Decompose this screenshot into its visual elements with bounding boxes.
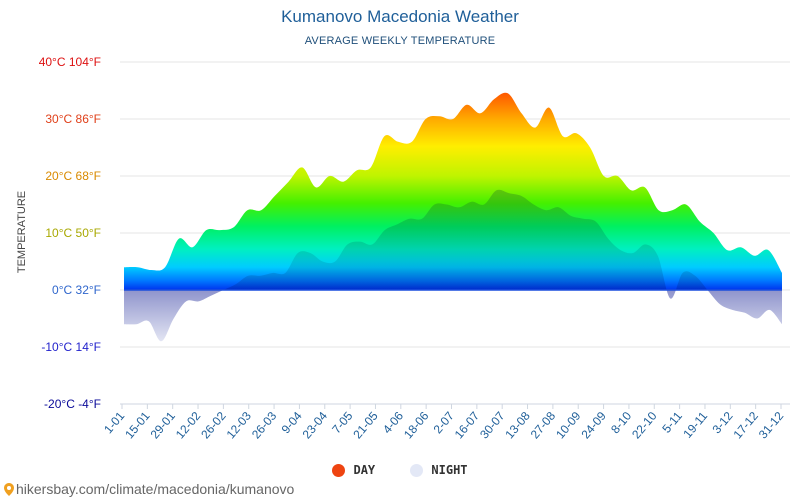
y-tick-label: 0°C 32°F bbox=[52, 283, 101, 297]
x-tick-label: 30-07 bbox=[477, 409, 508, 442]
x-tick-label: 16-07 bbox=[452, 409, 483, 442]
y-tick-label: 30°C 86°F bbox=[45, 112, 101, 126]
x-tick-label: 31-12 bbox=[756, 409, 787, 442]
y-axis-label: TEMPERATURE bbox=[16, 191, 28, 273]
x-tick-label: 17-12 bbox=[730, 409, 761, 442]
series-day-area bbox=[124, 92, 782, 290]
x-tick-label: 27-08 bbox=[528, 409, 559, 442]
x-tick-label: 15-01 bbox=[122, 409, 153, 442]
grid-lines bbox=[120, 61, 790, 405]
y-axis-ticks: 40°C 104°F 30°C 86°F 20°C 68°F 10°C 50°F 0°C… bbox=[39, 55, 101, 411]
legend-item-night[interactable]: NIGHT bbox=[410, 463, 468, 477]
plot-area bbox=[124, 92, 782, 342]
x-tick-label: 12-03 bbox=[224, 409, 255, 442]
x-tick-label: 21-05 bbox=[350, 409, 381, 442]
legend-item-day[interactable]: DAY bbox=[332, 463, 375, 477]
chart-title: Kumanovo Macedonia Weather bbox=[281, 7, 519, 26]
y-tick-label: 20°C 68°F bbox=[45, 169, 101, 183]
x-tick-label: 22-10 bbox=[629, 409, 660, 442]
x-tick-label: 18-06 bbox=[401, 409, 432, 442]
x-tick-label: 26-03 bbox=[249, 409, 280, 442]
y-tick-label: 10°C 50°F bbox=[45, 226, 101, 240]
legend-dot-day bbox=[332, 463, 346, 477]
source-url: hikersbay.com/climate/macedonia/kumanovo bbox=[16, 481, 295, 497]
legend: DAY NIGHT bbox=[0, 463, 800, 480]
map-pin-icon bbox=[4, 482, 14, 496]
chart-subtitle: AVERAGE WEEKLY TEMPERATURE bbox=[304, 35, 496, 47]
legend-label-night: NIGHT bbox=[431, 463, 468, 477]
y-tick-label: 40°C 104°F bbox=[39, 55, 101, 69]
series-night-area-below-zero bbox=[124, 290, 782, 342]
y-tick-label: -10°C 14°F bbox=[41, 340, 101, 354]
x-tick-label: 26-02 bbox=[198, 409, 229, 442]
x-tick-label: 10-09 bbox=[553, 409, 584, 442]
x-tick-label: 12-02 bbox=[173, 409, 204, 442]
x-tick-label: 13-08 bbox=[502, 409, 533, 442]
legend-label-day: DAY bbox=[353, 463, 376, 477]
x-tick-label: 23-04 bbox=[300, 409, 331, 442]
legend-dot-night bbox=[410, 463, 424, 477]
series-night-area-above-zero bbox=[124, 189, 782, 290]
x-tick-label: 29-01 bbox=[148, 409, 179, 442]
source-link[interactable]: hikersbay.com/climate/macedonia/kumanovo bbox=[4, 481, 294, 497]
y-tick-label: -20°C -4°F bbox=[44, 397, 101, 411]
x-tick-label: 19-11 bbox=[680, 409, 710, 441]
x-tick-label: 24-09 bbox=[578, 409, 609, 442]
